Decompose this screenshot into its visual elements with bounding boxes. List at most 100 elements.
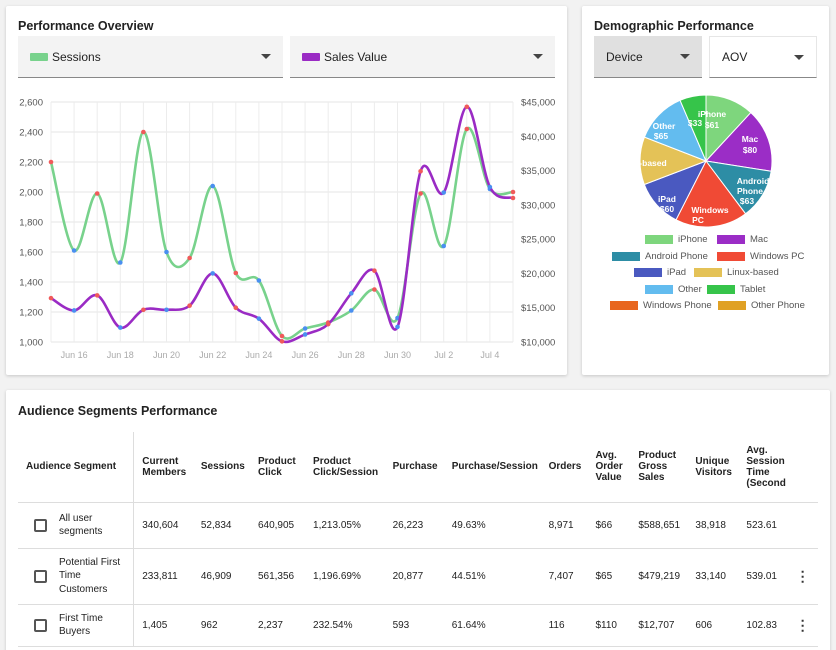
data-point	[487, 184, 493, 190]
table-cell: 102.83	[746, 619, 777, 631]
row-checkbox[interactable]	[34, 518, 47, 532]
table-scroll-area[interactable]: Audience Segment Current Members Session…	[18, 432, 818, 650]
data-point	[118, 325, 123, 330]
col-purchase-session[interactable]: Purchase/Session	[444, 432, 541, 502]
segment-cell: All user segments	[18, 502, 135, 548]
y-left-tick-label: 1,000	[19, 338, 43, 349]
column-label: Orders	[548, 461, 582, 473]
data-point	[395, 324, 400, 330]
data-point	[302, 326, 308, 331]
pie-slice-label: PC	[692, 215, 704, 225]
column-label: Avg. Session Time (Second	[746, 444, 786, 489]
column-label: Purchase/Session	[451, 461, 538, 473]
performance-line-chart: 2,600 2,400 2,200 2,000 1,800 1,600 1,400 1,200…	[19, 98, 555, 361]
col-product-gross-sales[interactable]: Product Gross Sales	[630, 432, 687, 502]
legend-item[interactable]: Windows Phone	[610, 300, 712, 311]
col-current-members[interactable]: Current Members	[134, 432, 193, 502]
data-point	[279, 333, 285, 339]
table-cell: 44.51%	[451, 570, 486, 582]
legend-item[interactable]: iPad	[634, 267, 686, 278]
y-right-tick-label: $10,000	[521, 338, 555, 349]
pie-slice-windows-pc[interactable]	[675, 160, 747, 228]
row-checkbox[interactable]	[34, 618, 47, 632]
data-point	[210, 183, 215, 189]
column-label: Sessions	[200, 461, 245, 473]
more-vert-icon[interactable]: ⋮	[795, 616, 810, 633]
col-product-click[interactable]: Product Click	[250, 432, 305, 502]
col-avg-order-value[interactable]: Avg. Order Value	[587, 432, 630, 502]
pie-slice-label: Mac	[742, 134, 759, 144]
data-point	[118, 260, 123, 265]
row-menu-cell: ⋮	[787, 604, 818, 646]
pie-slice-label: Android	[737, 176, 770, 186]
pie-slice-mac[interactable]	[704, 111, 773, 172]
more-vert-icon[interactable]: ⋮	[795, 567, 810, 584]
table-cell: 1,213.05%	[313, 519, 361, 531]
data-point	[187, 303, 192, 308]
chevron-down-icon	[794, 55, 804, 60]
pie-slice-label: iPad	[658, 194, 676, 204]
legend-item[interactable]: Other Phone	[718, 300, 805, 311]
segment-name: Potential First Time Customers	[59, 556, 121, 595]
legend-item[interactable]: Mac	[717, 234, 768, 245]
metric-select-1[interactable]: Sessions	[18, 36, 283, 78]
pie-slice-tablet[interactable]	[679, 94, 707, 162]
segment-cell: First Time Buyers	[18, 604, 135, 646]
col-audience-segment[interactable]: Audience Segment	[18, 432, 135, 502]
table-cell: $588,651	[638, 519, 681, 531]
y-left-tick-label: 2,400	[19, 128, 43, 139]
legend-item[interactable]: iPhone	[645, 234, 708, 245]
row-menu-cell	[787, 502, 818, 548]
chevron-down-icon	[261, 54, 271, 59]
legend-item[interactable]: Other	[645, 284, 702, 295]
data-point	[141, 307, 146, 313]
table-cell: $110	[595, 619, 617, 631]
y-left-tick-label: 2,600	[19, 98, 43, 109]
metric-select-2-label: Sales Value	[324, 49, 388, 64]
table-cell: 233,811	[142, 570, 178, 582]
table-row[interactable]: Potential First Time Customers 233,811 46,…	[18, 548, 818, 604]
col-orders[interactable]: Orders	[541, 432, 588, 502]
data-point	[256, 278, 262, 283]
col-product-click-session[interactable]: Product Click/Session	[305, 432, 385, 502]
col-unique-visitors[interactable]: Unique Visitors	[687, 432, 738, 502]
table-row[interactable]: First Time Buyers 1,405 962 2,237 232.54% 593…	[18, 604, 818, 646]
series-line-sessions	[49, 126, 514, 340]
table-row[interactable]: All user segments 340,604 52,834 640,905 1,2…	[18, 502, 818, 548]
data-point	[349, 291, 354, 296]
data-point	[510, 189, 516, 195]
segment-name: All user segments	[59, 512, 103, 538]
table-cell: 33,140	[695, 570, 726, 582]
column-label: Product Click	[257, 455, 296, 478]
data-point	[187, 255, 192, 261]
table-cell: 606	[695, 619, 713, 631]
metric-select[interactable]: AOV	[709, 36, 817, 78]
dimension-select[interactable]: Device	[594, 36, 702, 78]
table-cell: 1,405	[142, 619, 168, 631]
pie-slice-label: $61	[705, 120, 719, 130]
col-purchase[interactable]: Purchase	[385, 432, 444, 502]
pie-slice-label: $91	[693, 225, 707, 232]
legend-item[interactable]: Tablet	[707, 284, 765, 295]
table-cell: 593	[392, 619, 410, 631]
table-cell: 49.63%	[451, 519, 486, 531]
row-checkbox[interactable]	[34, 569, 47, 583]
col-sessions[interactable]: Sessions	[193, 432, 250, 502]
metric-select-1-label: Sessions	[52, 49, 101, 64]
performance-overview-card: Performance Overview Sessions Sales Valu…	[6, 6, 567, 375]
metric-select-2[interactable]: Sales Value	[290, 36, 555, 78]
data-point	[233, 305, 239, 311]
legend-item[interactable]: Linux-based	[694, 267, 779, 278]
segment-name: First Time Buyers	[59, 612, 103, 638]
table-cell: 340,604	[142, 519, 179, 531]
y-left-tick-label: 1,600	[19, 248, 43, 259]
y-left-tick-label: 2,000	[19, 188, 43, 199]
legend-item[interactable]: Windows PC	[717, 251, 804, 262]
data-point	[372, 287, 377, 292]
legend-label: Tablet	[740, 284, 766, 295]
data-point	[510, 195, 516, 201]
legend-item[interactable]: Android Phone	[612, 251, 708, 262]
data-point	[302, 332, 308, 337]
y-right-tick-label: $45,000	[521, 98, 555, 109]
col-avg-session-time[interactable]: Avg. Session Time (Second	[738, 432, 787, 502]
